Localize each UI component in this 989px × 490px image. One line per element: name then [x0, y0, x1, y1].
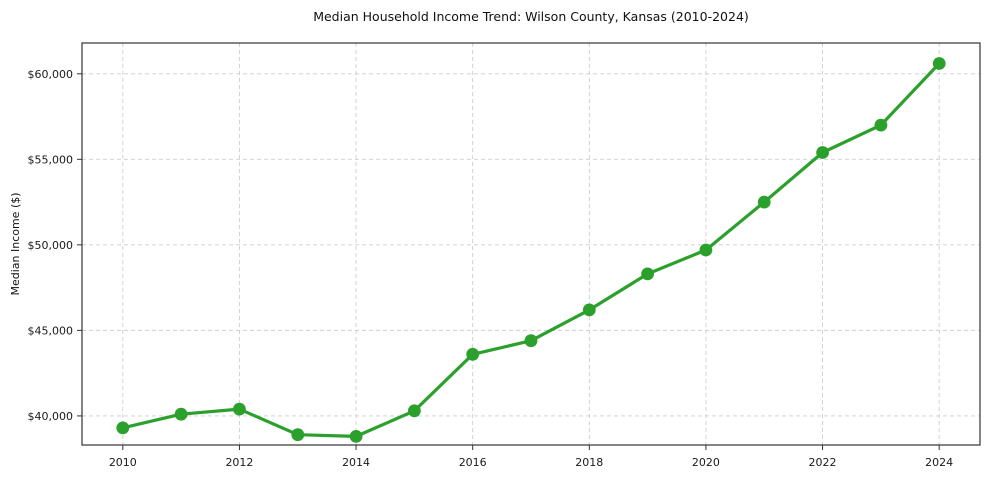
gridlines [82, 43, 980, 445]
data-point-marker [349, 430, 363, 443]
y-tick-label: $55,000 [28, 153, 74, 166]
x-tick-label: 2020 [692, 456, 720, 469]
x-tick-label: 2010 [109, 456, 137, 469]
data-point-marker [582, 303, 596, 317]
data-point-marker [291, 428, 305, 442]
data-point-marker [757, 195, 771, 209]
data-point-markers [116, 57, 946, 443]
data-point-marker [699, 243, 713, 257]
data-point-marker [874, 118, 888, 132]
x-tick-label: 2014 [342, 456, 370, 469]
data-point-marker [524, 334, 538, 348]
tick-marks [77, 73, 940, 450]
x-tick-label: 2022 [809, 456, 837, 469]
x-tick-label: 2024 [925, 456, 953, 469]
data-point-marker [174, 407, 188, 421]
data-point-marker [116, 421, 130, 435]
y-tick-label: $50,000 [28, 239, 74, 252]
plot-border [81, 42, 981, 446]
data-point-marker [233, 402, 246, 416]
x-tick-label: 2012 [225, 456, 253, 469]
data-point-marker [932, 57, 946, 70]
y-tick-label: $40,000 [28, 410, 74, 423]
chart-title: Median Household Income Trend: Wilson Co… [313, 9, 749, 24]
y-tick-label: $60,000 [28, 68, 74, 81]
income-series-line [121, 61, 941, 438]
tick-labels: $40,000 $45,000 $50,000 $55,000 $60,000 2010 2… [28, 68, 954, 469]
data-point-marker [408, 404, 421, 418]
data-point-marker [641, 267, 654, 281]
y-axis-label: Median Income ($) [9, 192, 22, 295]
x-tick-label: 2018 [575, 456, 603, 469]
x-tick-label: 2016 [459, 456, 487, 469]
data-point-marker [466, 347, 480, 361]
y-tick-label: $45,000 [28, 324, 74, 337]
plot-area: $40,000 $45,000 $50,000 $55,000 $60,000 2010 2… [28, 42, 981, 469]
data-point-marker [816, 146, 829, 159]
